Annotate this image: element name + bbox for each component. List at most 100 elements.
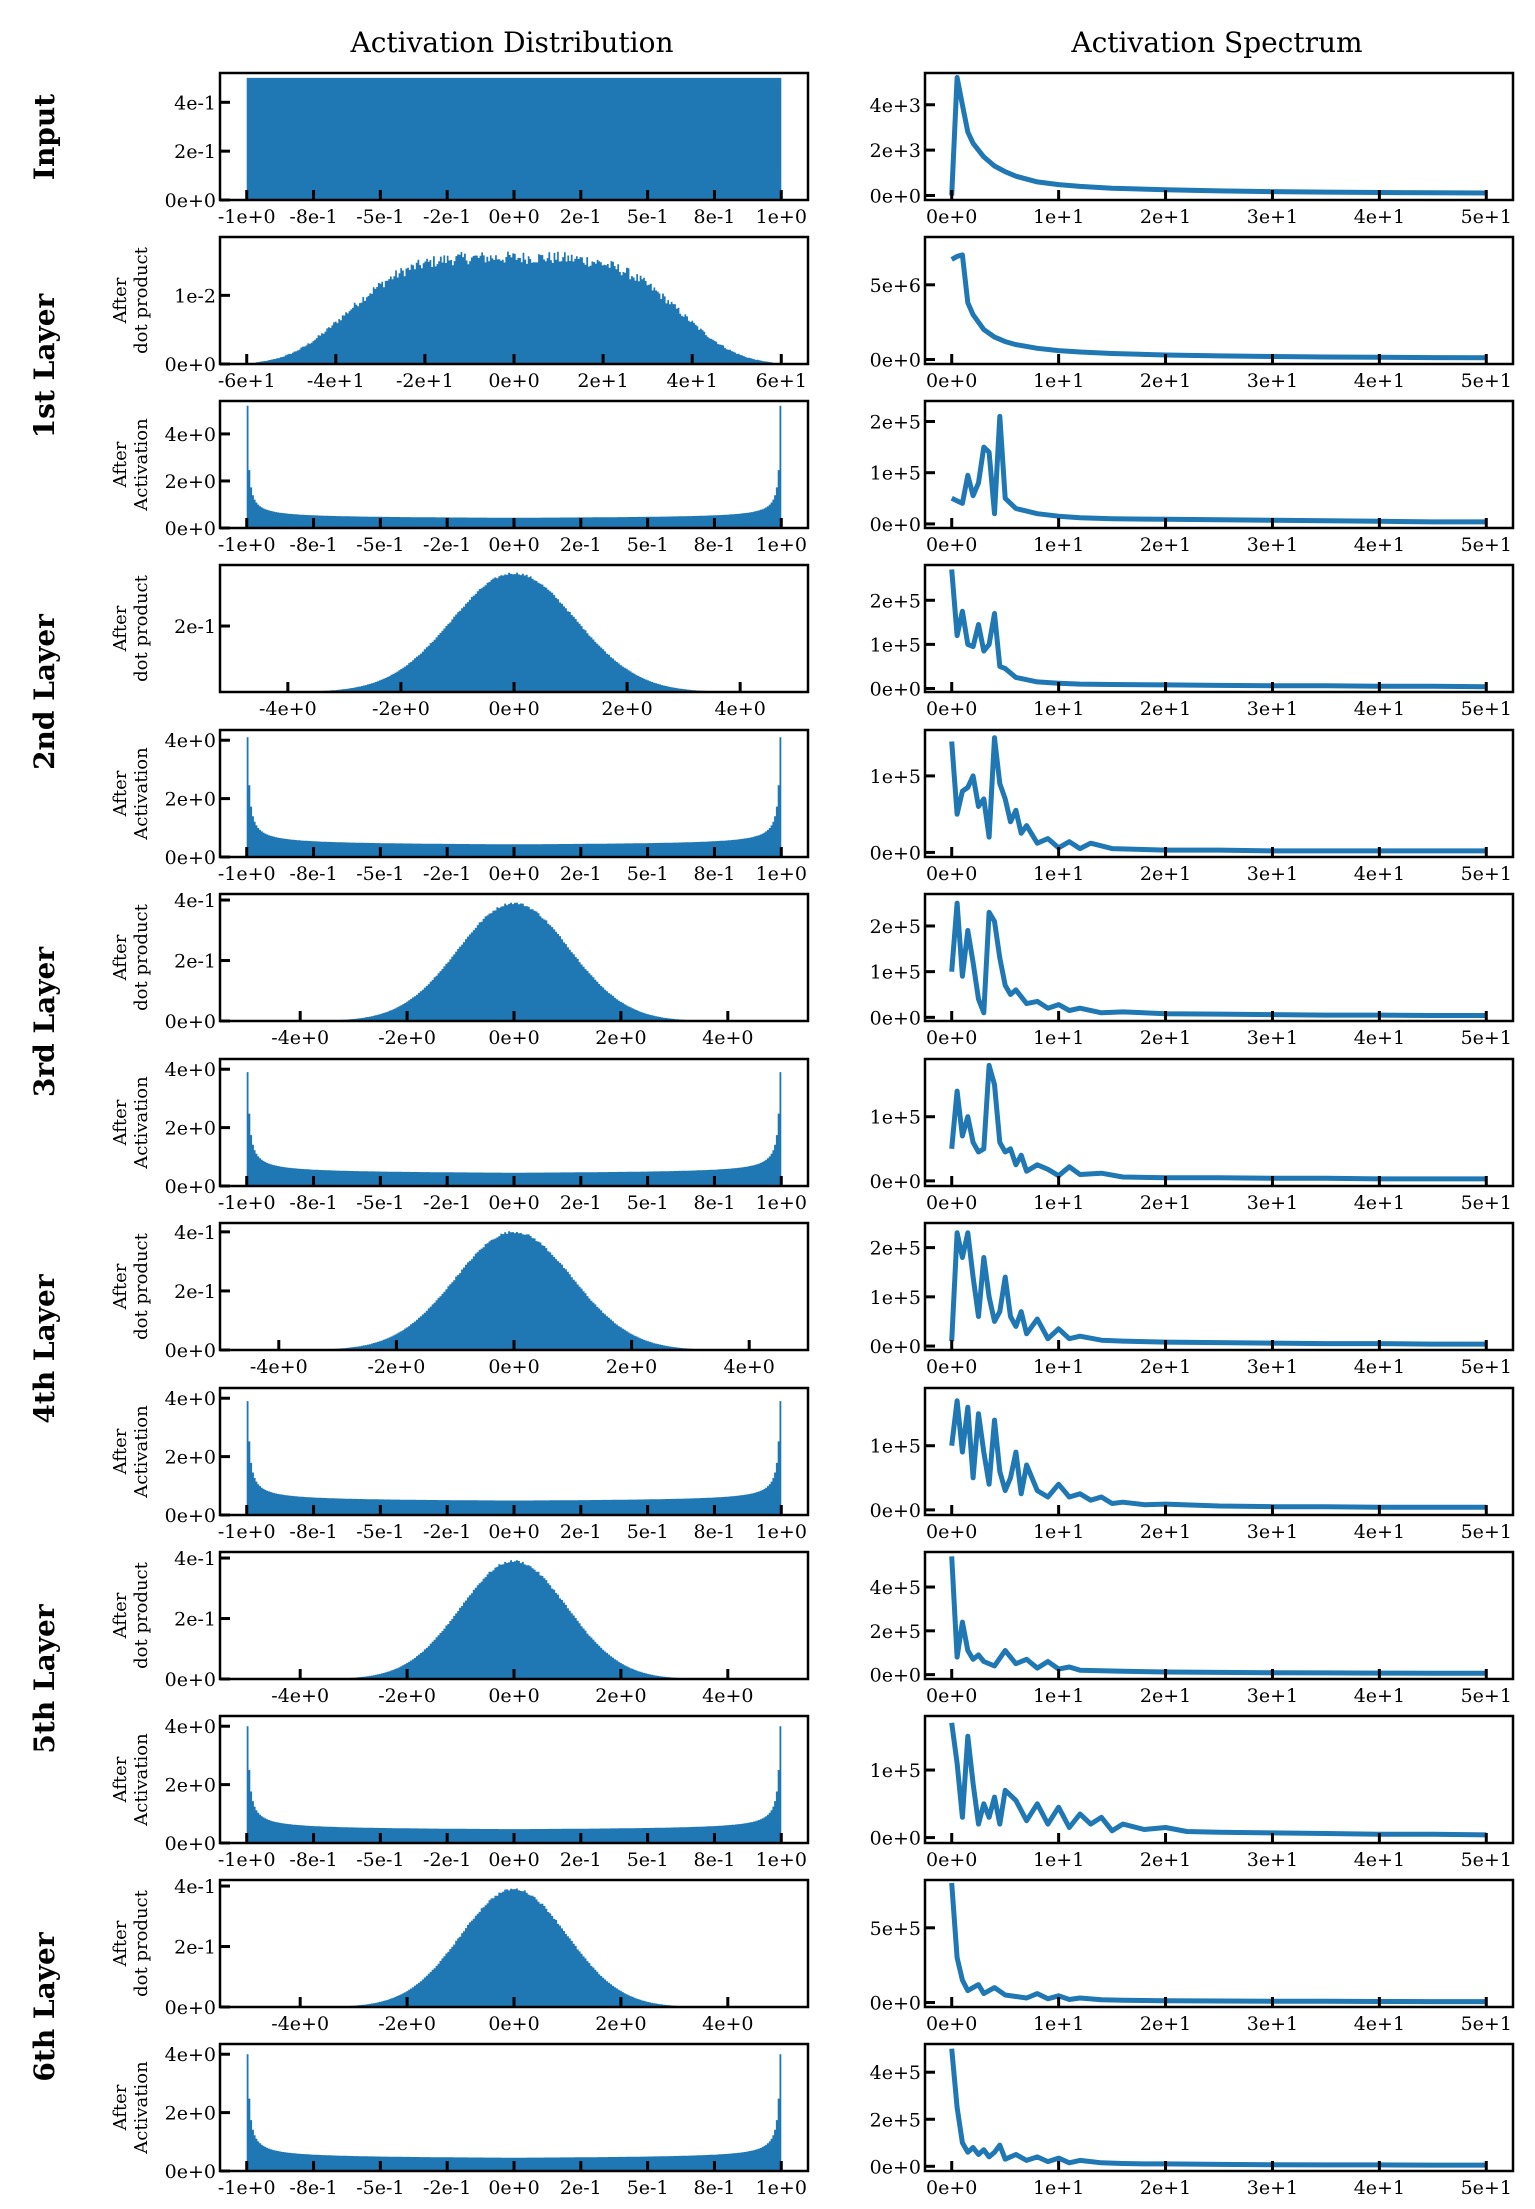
y-tick-label: 2e+0 [165, 789, 216, 811]
sub-label-dot: Afterdot product [110, 1889, 152, 1996]
y-tick-label: 2e-1 [174, 951, 216, 973]
y-tick-label: 4e+0 [165, 2044, 216, 2066]
y-tick-label: 0e+0 [165, 2161, 216, 2183]
panels: -1e+0 -8e-1 -5e-1 -2e-1 0e+0 2e-1 5e-1 8e-1 1e+0… [110, 71, 1515, 2199]
panel-17: 0e+0 1e+1 2e+1 3e+1 4e+1 5e+1 0e+0 1e+5 [870, 1386, 1515, 1543]
x-tick-label: 5e+1 [1461, 370, 1512, 392]
histogram-bars [220, 902, 808, 1021]
x-tick-label: -8e-1 [289, 863, 337, 885]
x-tick-label: 8e-1 [694, 534, 736, 556]
x-tick-label: -8e-1 [289, 534, 337, 556]
x-tick-label: 5e+1 [1461, 534, 1512, 556]
panel-3: 0e+0 1e+1 2e+1 3e+1 4e+1 5e+1 0e+0 5e+6 [870, 235, 1515, 392]
x-tick-label: -2e-1 [423, 863, 471, 885]
y-tick-label: 5e+5 [870, 1918, 921, 1940]
x-tick-label: 5e+1 [1461, 1027, 1512, 1049]
y-tick-label: 2e+0 [165, 1775, 216, 1797]
y-tick-label: 2e+0 [165, 471, 216, 493]
left-column-title: Activation Distribution [349, 26, 673, 59]
x-tick-label: -5e-1 [356, 1192, 404, 1214]
sub-label-line: Activation [131, 418, 152, 512]
x-tick-label: 4e+1 [667, 370, 718, 392]
spectrum-line [949, 1556, 1487, 1676]
x-tick-label: 5e-1 [627, 2177, 669, 2199]
histogram-bars [246, 1726, 782, 1843]
x-tick-label: 2e-1 [560, 1849, 602, 1871]
x-tick-label: 5e+1 [1461, 1192, 1512, 1214]
panel-20: -1e+0 -8e-1 -5e-1 -2e-1 0e+0 2e-1 5e-1 8e-1 1e+0… [165, 1714, 810, 1871]
panel-12: -1e+0 -8e-1 -5e-1 -2e-1 0e+0 2e-1 5e-1 8e-1 1e+0… [165, 1057, 810, 1214]
axes-frame [923, 1714, 1515, 1845]
y-tick-label: 2e+5 [870, 411, 921, 433]
row-label-layer-3: 3rd Layer [28, 946, 61, 1097]
x-tick-label: -2e+0 [378, 1685, 436, 1707]
x-tick-label: 8e-1 [694, 1849, 736, 1871]
x-tick-label: -1e+0 [218, 1849, 276, 1871]
x-tick-label: -2e-1 [423, 1521, 471, 1543]
x-tick-label: 2e+1 [1140, 1192, 1191, 1214]
y-tick-label: 4e-1 [174, 1548, 216, 1570]
spectrum-line [949, 1062, 1487, 1182]
y-tick-label: 1e+5 [870, 1436, 921, 1458]
panel-10: -4e+0 -2e+0 0e+0 2e+0 4e+0 0e+0 2e-1 4e-1 [165, 890, 810, 1049]
panel-9: 0e+0 1e+1 2e+1 3e+1 4e+1 5e+1 0e+0 1e+5 [870, 728, 1515, 885]
axes-frame [923, 563, 1515, 694]
x-tick-label: -5e-1 [356, 534, 404, 556]
x-tick-label: 0e+0 [926, 1027, 977, 1049]
x-tick-label: 1e+0 [756, 2177, 807, 2199]
y-tick-label: 0e+0 [870, 1665, 921, 1687]
x-tick-label: 5e-1 [627, 1849, 669, 1871]
x-tick-label: 0e+0 [926, 2177, 977, 2199]
right-column-title: Activation Spectrum [1070, 26, 1362, 59]
y-tick-label: 0e+0 [870, 678, 921, 700]
y-tick-label: 1e+5 [870, 463, 921, 485]
y-tick-label: 0e+0 [165, 1505, 216, 1527]
x-tick-label: 3e+1 [1247, 2177, 1298, 2199]
sub-label-line: After [110, 1592, 131, 1639]
x-tick-label: 5e-1 [627, 534, 669, 556]
sub-label-line: dot product [131, 246, 152, 353]
panel-7: 0e+0 1e+1 2e+1 3e+1 4e+1 5e+1 0e+0 1e+5 2e+5 [870, 563, 1515, 720]
row-label-input: Input [28, 94, 61, 180]
y-tick-label: 1e+5 [870, 766, 921, 788]
x-tick-label: -2e+0 [372, 698, 430, 720]
x-tick-label: 2e-1 [560, 863, 602, 885]
x-tick-label: 4e+0 [714, 698, 765, 720]
x-tick-label: 2e+0 [595, 2013, 646, 2035]
x-tick-label: 5e+1 [1461, 1356, 1512, 1378]
sub-label-line: Activation [131, 1076, 152, 1170]
x-tick-label: 1e+0 [756, 534, 807, 556]
sub-label-act: AfterActivation [110, 1733, 152, 1827]
spectrum-line [949, 1230, 1487, 1347]
axes-frame [218, 1386, 810, 1517]
x-tick-label: -1e+0 [218, 1521, 276, 1543]
x-tick-label: 3e+1 [1247, 1849, 1298, 1871]
x-tick-label: 3e+1 [1247, 1356, 1298, 1378]
x-tick-label: 5e-1 [627, 863, 669, 885]
x-tick-label: -4e+0 [250, 1356, 308, 1378]
x-tick-label: -6e+1 [218, 370, 276, 392]
y-tick-label: 0e+0 [165, 1176, 216, 1198]
x-tick-label: 4e+1 [1354, 370, 1405, 392]
sub-label-line: After [110, 1756, 131, 1803]
sub-label-line: Activation [131, 2061, 152, 2155]
x-tick-label: -4e+0 [271, 2013, 329, 2035]
panel-14: -4e+0 -2e+0 0e+0 2e+0 4e+0 0e+0 2e-1 4e-1 [165, 1221, 810, 1378]
x-tick-label: 0e+0 [488, 534, 539, 556]
y-tick-label: 0e+0 [870, 514, 921, 536]
x-tick-label: 2e+1 [1140, 1685, 1191, 1707]
x-tick-label: 1e+1 [1033, 1685, 1084, 1707]
y-tick-label: 0e+0 [870, 350, 921, 372]
x-tick-label: -5e-1 [356, 206, 404, 228]
histogram-bars [220, 1231, 808, 1350]
x-tick-label: -5e-1 [356, 1521, 404, 1543]
x-tick-label: 0e+0 [926, 863, 977, 885]
axes-frame [923, 235, 1515, 366]
y-tick-label: 2e-1 [174, 141, 216, 163]
spectrum-line [949, 2048, 1487, 2168]
x-tick-label: -4e+0 [271, 1685, 329, 1707]
x-tick-label: 3e+1 [1247, 1192, 1298, 1214]
axes-frame [923, 71, 1515, 202]
sub-label-line: After [110, 605, 131, 652]
x-tick-label: 1e+1 [1033, 1849, 1084, 1871]
